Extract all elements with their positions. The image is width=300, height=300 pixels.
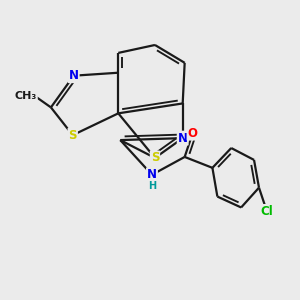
Text: Cl: Cl: [260, 205, 273, 218]
Text: H: H: [148, 181, 156, 191]
Text: N: N: [69, 69, 79, 82]
Text: S: S: [68, 129, 77, 142]
Text: N: N: [147, 168, 157, 181]
Text: CH₃: CH₃: [15, 91, 37, 100]
Text: S: S: [151, 152, 159, 164]
Text: O: O: [188, 127, 198, 140]
Text: N: N: [178, 132, 188, 145]
